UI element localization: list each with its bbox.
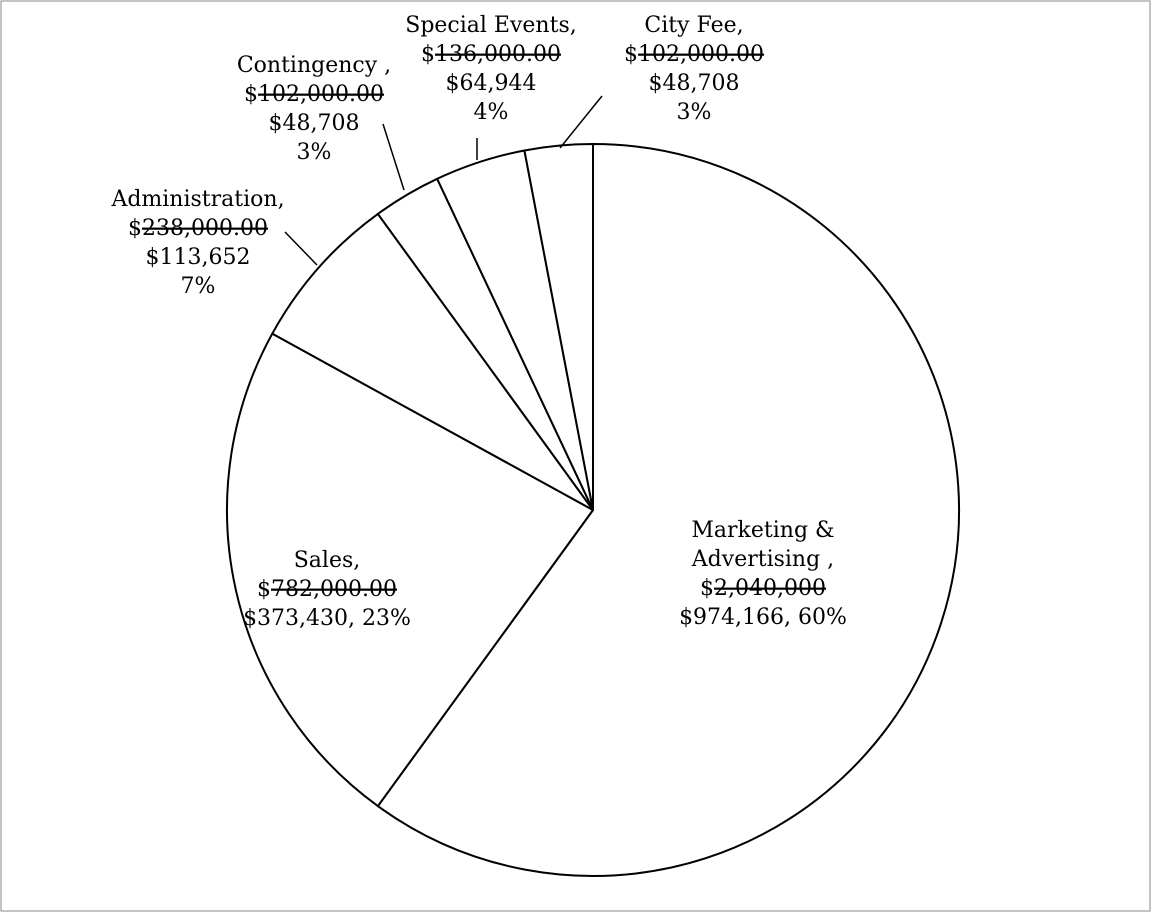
label-line: $48,708 bbox=[649, 71, 740, 96]
label-line: Sales, bbox=[294, 548, 361, 573]
label-line: 7% bbox=[181, 274, 216, 299]
label-line: $373,430, 23% bbox=[243, 606, 411, 631]
slices-layer bbox=[226, 143, 960, 877]
original-amount-struck: $102,000.00 bbox=[624, 42, 764, 67]
pie-slice-administration bbox=[271, 212, 594, 511]
label-line: Contingency , bbox=[237, 53, 391, 78]
slice-labels: Marketing & Advertising , $2,040,000 $974,1… bbox=[110, 13, 846, 631]
slice-label-special-events: Special Events, $136,000.00 $64,944 4% bbox=[405, 13, 576, 125]
pie-slice-sales bbox=[226, 332, 594, 808]
leader-line-contingency bbox=[382, 123, 405, 191]
leader-line-city-fee bbox=[559, 95, 603, 149]
original-amount-struck: $2,040,000 bbox=[700, 576, 826, 601]
slice-label-administration: Administration, $238,000.00 $113,652 7% bbox=[110, 187, 284, 299]
label-line: $974,166, 60% bbox=[679, 605, 847, 630]
label-line: Marketing & bbox=[691, 518, 834, 543]
label-line: City Fee, bbox=[644, 13, 743, 38]
slice-label-marketing-and-advertising: Marketing & Advertising , $2,040,000 $974,1… bbox=[679, 518, 847, 630]
label-line: $48,708 bbox=[269, 111, 360, 136]
leader-line-administration bbox=[284, 231, 318, 266]
original-amount-struck: $136,000.00 bbox=[421, 42, 561, 67]
label-line: 3% bbox=[297, 140, 332, 165]
slice-label-city-fee: City Fee, $102,000.00 $48,708 3% bbox=[624, 13, 764, 125]
label-line: 4% bbox=[474, 100, 509, 125]
label-line: Special Events, bbox=[405, 13, 576, 38]
original-amount-struck: $782,000.00 bbox=[257, 577, 397, 602]
label-line: 3% bbox=[677, 100, 712, 125]
slice-label-contingency: Contingency , $102,000.00 $48,708 3% bbox=[237, 53, 391, 165]
original-amount-struck: $238,000.00 bbox=[128, 216, 268, 241]
label-line: Administration, bbox=[110, 187, 284, 212]
label-line: Advertising , bbox=[691, 547, 834, 572]
pie-slice-city-fee bbox=[523, 143, 594, 511]
slice-label-sales: Sales, $782,000.00 $373,430, 23% bbox=[243, 548, 411, 631]
original-amount-struck: $102,000.00 bbox=[244, 82, 384, 107]
label-line: $113,652 bbox=[146, 245, 251, 270]
leader-lines bbox=[284, 95, 603, 266]
pie-slice-marketing-and-advertising bbox=[376, 143, 960, 877]
label-line: $64,944 bbox=[446, 71, 537, 96]
